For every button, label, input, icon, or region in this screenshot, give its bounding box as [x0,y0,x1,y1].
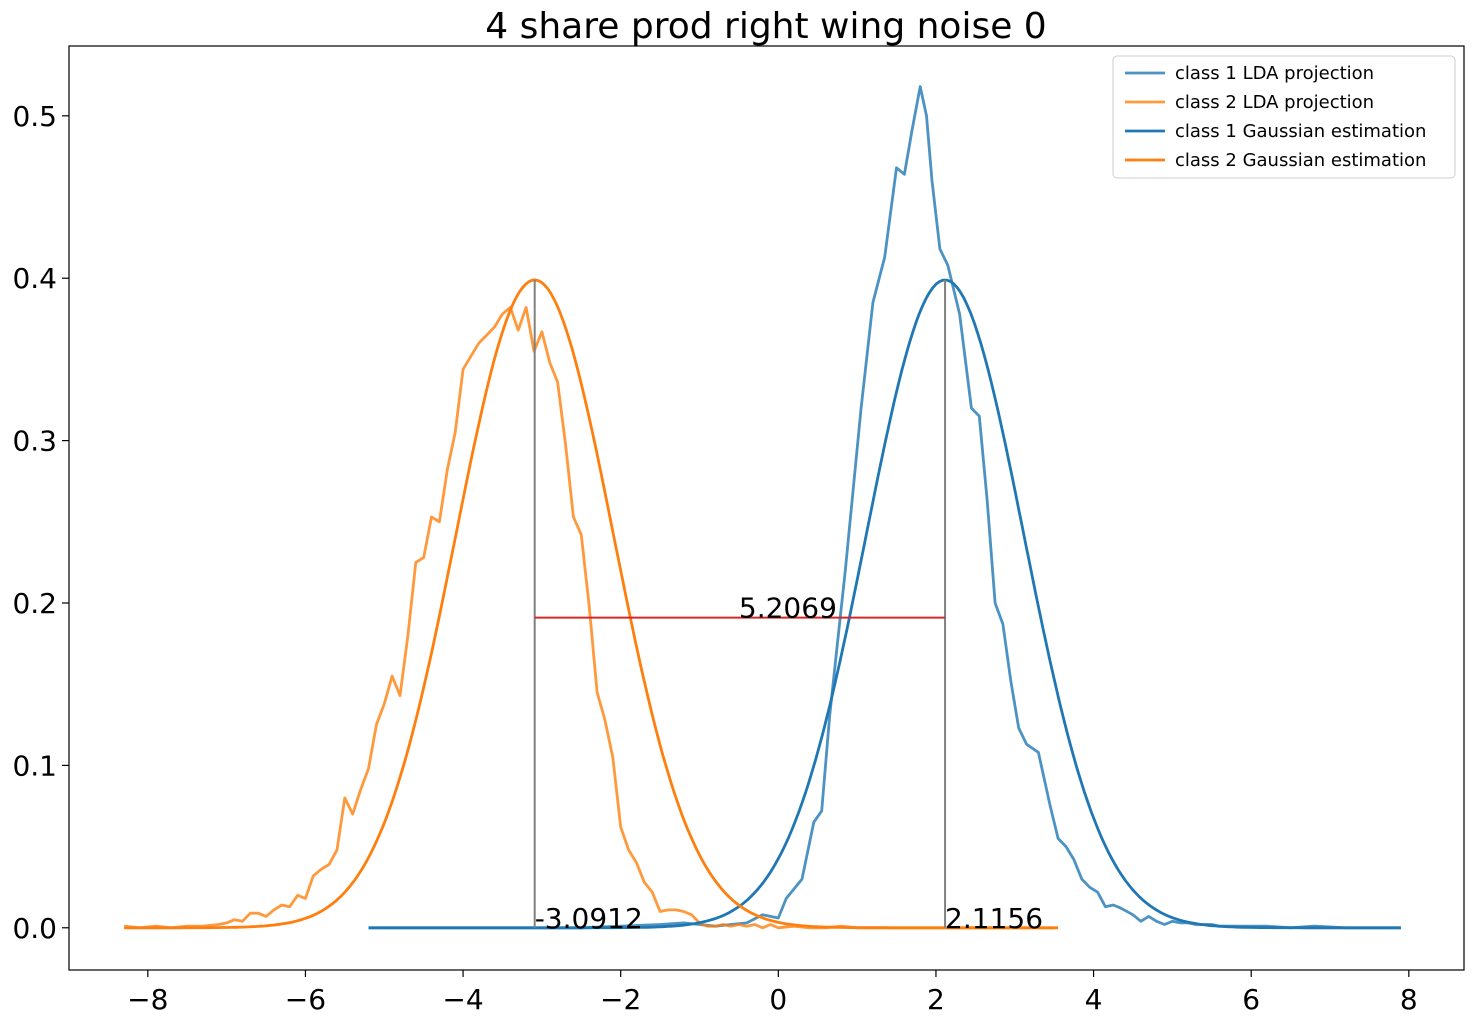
annotation-label: 5.2069 [739,592,837,625]
x-tick-label: 6 [1242,983,1260,1016]
y-tick-label: 0.3 [12,425,57,458]
annotation-label: 2.1156 [945,902,1043,935]
legend-label: class 1 Gaussian estimation [1175,121,1426,142]
y-tick-label: 0.0 [12,912,57,945]
legend-label: class 1 LDA projection [1175,63,1374,84]
y-tick-label: 0.5 [12,100,57,133]
series-line-class-2-gaussian-estimation [124,278,1059,930]
series-layer [124,85,1401,930]
x-tick-label: 8 [1400,983,1418,1016]
y-axis: 0.0 0.1 0.2 0.3 0.4 0.5 [12,100,69,945]
legend: class 1 LDA projection class 2 LDA projec… [1112,55,1456,179]
x-tick-label: −6 [285,983,326,1016]
x-axis: −8 −6 −4 −2 0 2 4 6 8 [127,970,1418,1016]
annotation-layer: -3.0912 2.1156 5.2069 [533,279,1043,935]
y-tick-label: 0.2 [12,587,57,620]
legend-label: class 2 Gaussian estimation [1175,150,1426,171]
chart-title: 4 share prod right wing noise 0 [485,6,1046,47]
y-tick-label: 0.1 [12,749,57,782]
x-tick-label: 0 [769,983,787,1016]
x-tick-label: −8 [127,983,168,1016]
x-tick-label: 4 [1085,983,1103,1016]
x-tick-label: −4 [442,983,483,1016]
plot-frame [68,45,1465,971]
x-tick-label: −2 [600,983,641,1016]
legend-box [1112,55,1456,179]
legend-label: class 2 LDA projection [1175,92,1374,113]
x-tick-label: 2 [927,983,945,1016]
series-line-class-2-lda-projection [124,306,1055,930]
series-line-class-1-gaussian-estimation [368,278,1401,930]
series-line-class-1-lda-projection [368,85,1401,930]
y-tick-label: 0.4 [12,262,57,295]
annotation-label: -3.0912 [535,902,643,935]
